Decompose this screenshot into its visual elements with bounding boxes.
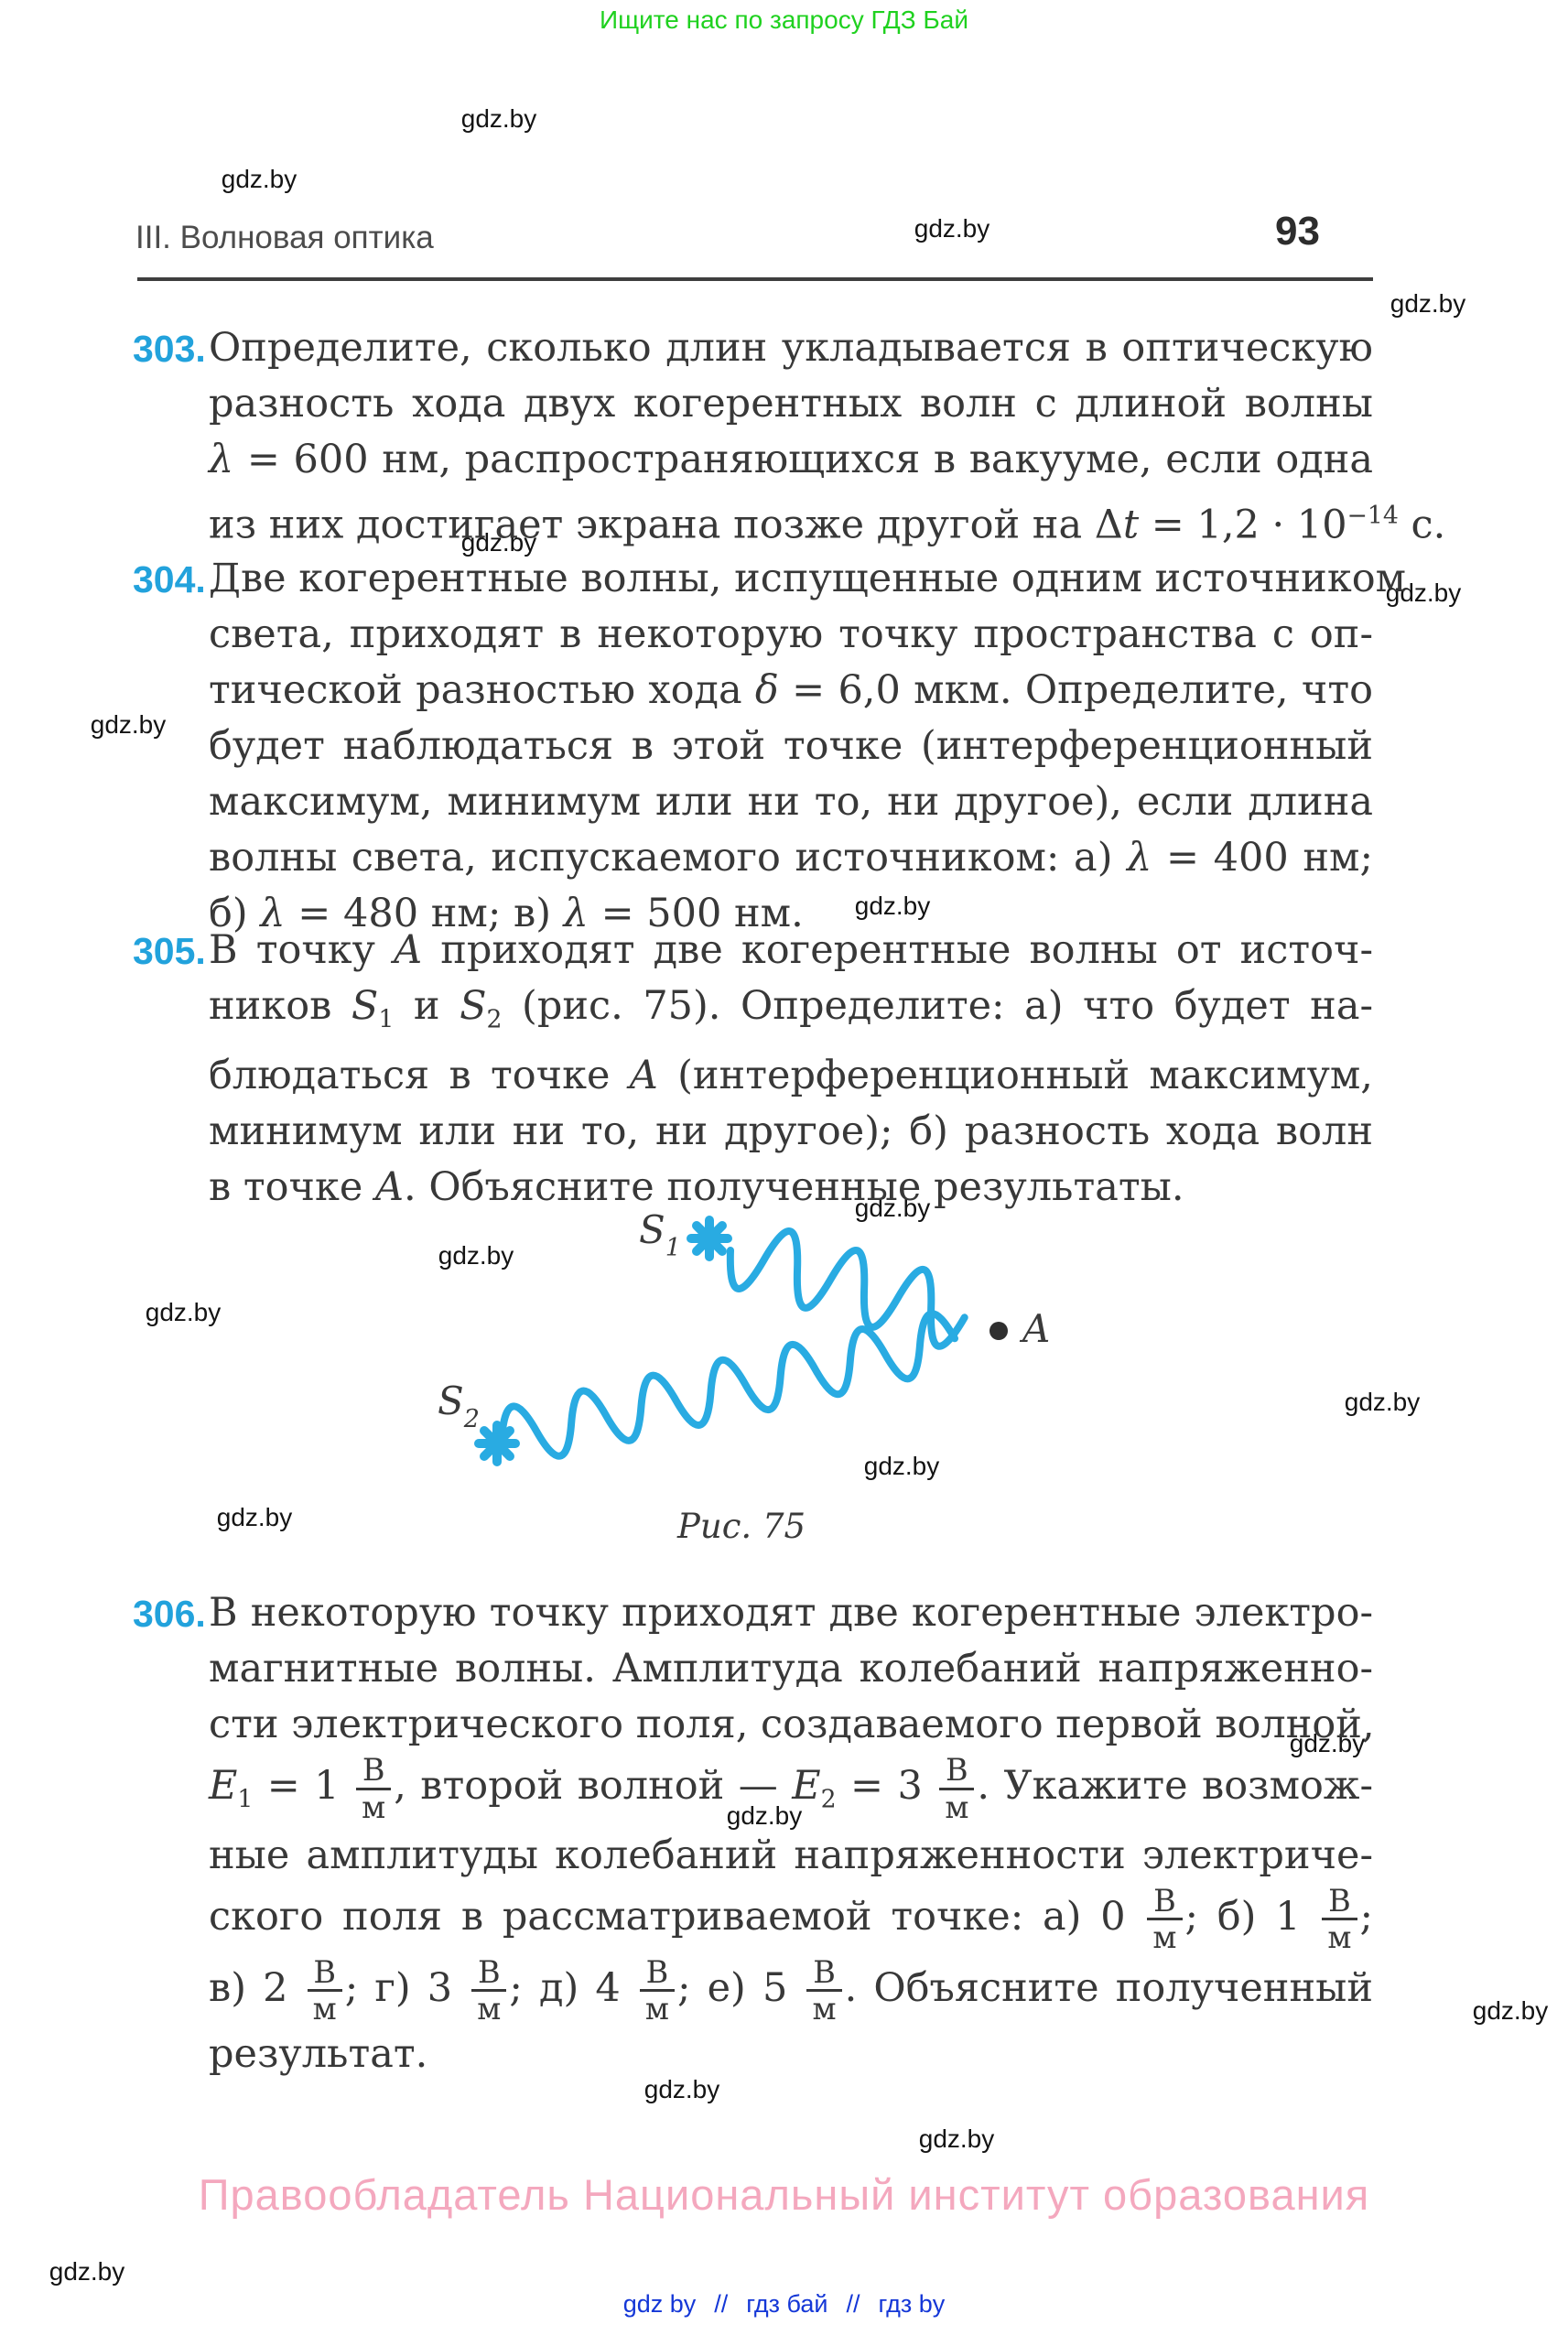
problem-line: из них достигает экрана позже другой на … <box>209 502 1446 548</box>
gdz-watermark: gdz.by <box>145 1298 222 1326</box>
figure-caption: Рис. 75 <box>676 1507 806 1546</box>
footer-link-gdz-by-cyrillic[interactable]: гдз by <box>878 2290 946 2318</box>
gdz-watermark: gdz.by <box>216 1503 293 1531</box>
wave-from-s1 <box>726 1227 968 1350</box>
gdz-watermark: gdz.by <box>1344 1388 1421 1416</box>
gdz-watermark: gdz.by <box>438 1241 514 1270</box>
problem-line: будет наблюдаться в этой точке (интерфер… <box>209 723 1373 769</box>
gdz-watermark: gdz.by <box>1472 1996 1549 2025</box>
problem-line: Две когерентные волны, испущенные одним … <box>209 556 1407 601</box>
footer-link-gdz-bai[interactable]: гдз бай <box>746 2290 828 2318</box>
problem-line: волны света, испускаемого источником: а)… <box>209 835 1373 881</box>
problem-line: сти электрического поля, создаваемого пе… <box>209 1702 1375 1747</box>
gdz-watermark: gdz.by <box>49 2257 125 2286</box>
gdz-watermark: gdz.by <box>863 1452 940 1480</box>
problem-line: максимум, минимум или ни то, ни другое),… <box>209 779 1373 825</box>
chapter-title: III. Волновая оптика <box>135 220 434 255</box>
problem-303: 303. Определите, сколько длин укладывает… <box>133 320 1446 553</box>
problem-number: 306. <box>133 1593 206 1635</box>
problem-line: минимум или ни то, ни другое); б) разнос… <box>209 1108 1373 1154</box>
problem-306: 306. В некоторую точку приходят две коге… <box>133 1585 1375 2082</box>
wave-from-s2 <box>498 1310 958 1460</box>
footer-separator: // <box>846 2290 860 2318</box>
problem-line: В точку A приходят две когерентные волны… <box>209 927 1374 973</box>
gdz-watermark: gdz.by <box>854 892 931 920</box>
gdz-watermark: gdz.by <box>726 1801 803 1830</box>
problem-line: блюдаться в точке A (интерференционный м… <box>209 1052 1373 1098</box>
problem-number: 303. <box>133 328 206 370</box>
gdz-watermark: gdz.by <box>1289 1729 1366 1757</box>
problem-line: б) λ = 480 нм; в) λ = 500 нм. <box>209 891 804 936</box>
header-rule <box>137 277 1373 281</box>
problem-line: разность хода двух когерентных волн с дл… <box>209 381 1373 427</box>
footer-links: gdz by // гдз бай // гдз by <box>0 2290 1568 2319</box>
gdz-watermark: gdz.by <box>90 710 167 739</box>
gdz-watermark: gdz.by <box>1390 289 1466 318</box>
top-banner-text: Ищите нас по запросу ГДЗ Бай <box>599 5 969 34</box>
s1-star-icon <box>687 1216 732 1261</box>
figure-ris-75-svg: S1 S2 A <box>438 1207 1050 1466</box>
gdz-watermark: gdz.by <box>914 214 990 243</box>
gdz-watermark: gdz.by <box>854 1194 931 1222</box>
problem-line: результат. <box>209 2030 428 2077</box>
problem-line: магнитные волны. Амплитуда колебаний нап… <box>209 1646 1373 1692</box>
gdz-watermark: gdz.by <box>460 528 537 557</box>
problem-line: Определите, сколько длин укладывается в … <box>209 325 1373 371</box>
s1-label: S1 <box>639 1207 681 1262</box>
problem-305: 305. В точку A приходят две когерентные … <box>133 923 1374 1216</box>
problem-line: В некоторую точку приходят две когерентн… <box>209 1590 1373 1636</box>
s2-star-icon <box>474 1421 520 1466</box>
gdz-watermark: gdz.by <box>1385 578 1462 607</box>
gdz-watermark: gdz.by <box>221 165 297 193</box>
page-number: 93 <box>1275 209 1320 254</box>
footer-link-gdz-by[interactable]: gdz by <box>622 2290 697 2318</box>
footer-separator: // <box>714 2290 729 2318</box>
gdz-watermark: gdz.by <box>643 2075 720 2103</box>
problem-number: 304. <box>133 558 206 600</box>
problem-line: λ = 600 нм, распространяющихся в вакууме… <box>209 437 1373 482</box>
problem-line: ников S1 и S2 (рис. 75). Определите: а) … <box>209 983 1373 1034</box>
copyright-text: Правообладатель Национальный институт об… <box>198 2170 1370 2219</box>
problem-line: тической разностью хода δ = 6,0 мкм. Опр… <box>209 667 1373 713</box>
problem-line: в точке A. Объясните полученные результа… <box>209 1163 1184 1210</box>
problem-line: ные амплитуды колебаний напряженности эл… <box>209 1832 1373 1878</box>
problem-number: 305. <box>133 930 206 972</box>
point-a-dot <box>989 1322 1008 1340</box>
problem-line: света, приходят в некоторую точку простр… <box>209 611 1373 657</box>
problem-line: ского поля в рассматриваемой точке: а) 0… <box>209 1882 1373 1956</box>
problem-304: 304. Две когерентные волны, испущенные о… <box>133 551 1407 942</box>
gdz-watermark: gdz.by <box>460 104 537 133</box>
gdz-watermark: gdz.by <box>918 2124 995 2153</box>
s2-label: S2 <box>438 1378 480 1433</box>
point-a-label: A <box>1019 1306 1050 1351</box>
